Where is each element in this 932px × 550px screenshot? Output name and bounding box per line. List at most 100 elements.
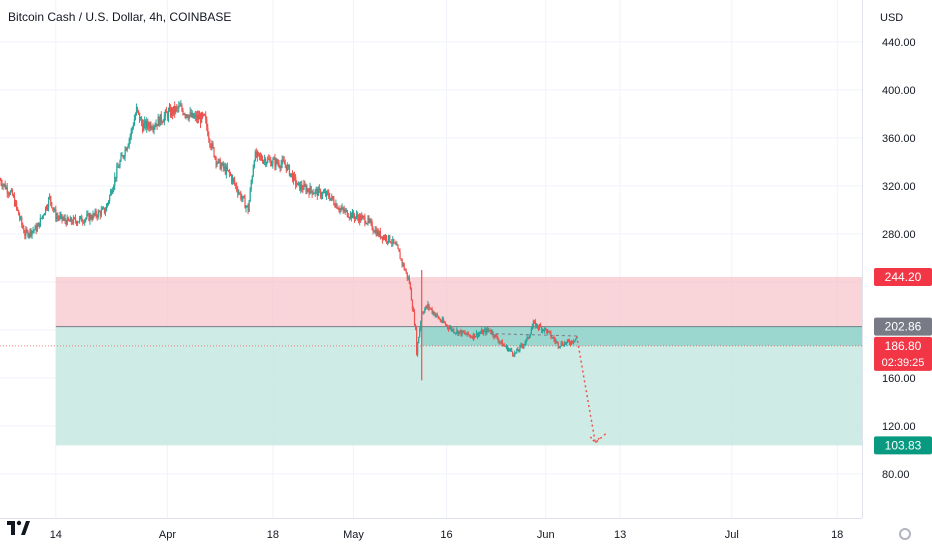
- candle-body: [371, 222, 373, 230]
- candle-body: [496, 335, 498, 339]
- candle-body: [90, 215, 92, 219]
- candle-body: [191, 113, 193, 117]
- candle-body: [449, 327, 451, 330]
- candle-body: [300, 184, 302, 191]
- candle-body: [152, 128, 154, 130]
- candle-body: [520, 344, 522, 346]
- candle-body: [129, 136, 131, 140]
- candle-body: [380, 236, 383, 238]
- candle-body: [490, 331, 492, 334]
- candle-body: [339, 208, 341, 211]
- candle-body: [347, 216, 350, 218]
- candle-body: [480, 332, 482, 334]
- candle-body: [425, 306, 427, 309]
- candle-body: [288, 165, 291, 176]
- candle-body: [150, 123, 152, 129]
- candle-body: [84, 219, 86, 223]
- candle-body: [370, 220, 372, 223]
- candle-body: [503, 344, 506, 347]
- candle-body: [264, 159, 266, 161]
- candle-body: [228, 170, 231, 174]
- candle-body: [428, 303, 430, 309]
- candle-body: [314, 190, 316, 194]
- candle-body: [51, 202, 53, 208]
- candle-body: [342, 207, 344, 210]
- candle-body: [403, 263, 405, 270]
- candle-body: [223, 166, 225, 168]
- candle-body: [238, 192, 240, 194]
- candle-body: [158, 117, 160, 126]
- y-tick-label: 400.00: [882, 85, 916, 97]
- candle-body: [514, 352, 516, 356]
- candle-body: [34, 225, 36, 230]
- candle-body: [455, 332, 457, 334]
- candle-body: [236, 185, 238, 190]
- candle-body: [104, 211, 107, 213]
- candle-body: [475, 332, 478, 337]
- candle-body: [63, 217, 65, 220]
- candle-body: [512, 351, 514, 355]
- candle-body: [509, 349, 511, 351]
- stop-price-badge: 244.20: [885, 270, 922, 284]
- candle-body: [324, 191, 326, 193]
- candle-body: [41, 215, 44, 219]
- candle-body: [55, 209, 57, 220]
- candle-body: [201, 113, 203, 123]
- candle-body: [89, 215, 91, 221]
- candle-body: [366, 223, 368, 225]
- candle-body: [477, 332, 479, 337]
- candle-body: [195, 114, 198, 120]
- x-tick-label: Jul: [725, 529, 739, 541]
- candle-body: [293, 174, 295, 182]
- candle-body: [315, 189, 317, 191]
- candle-body: [326, 191, 328, 196]
- candle-body: [382, 236, 385, 240]
- candle-body: [22, 224, 24, 229]
- candle-body: [242, 196, 244, 199]
- candle-body: [100, 209, 102, 216]
- candle-body: [327, 191, 329, 193]
- candle-body: [253, 160, 255, 168]
- candle-body: [441, 319, 444, 322]
- candle-body: [268, 158, 270, 160]
- candle-body: [444, 323, 447, 325]
- time-axis: [0, 518, 862, 550]
- candle-body: [464, 332, 466, 335]
- candle-body: [400, 258, 402, 260]
- settings-icon[interactable]: [899, 528, 911, 540]
- candle-body: [387, 241, 389, 243]
- candle-body: [555, 341, 557, 343]
- candle-body: [134, 114, 137, 120]
- candle-body: [208, 135, 210, 140]
- candle-body: [334, 204, 336, 208]
- candle-body: [279, 166, 281, 169]
- candle-body: [372, 229, 374, 232]
- candle-body: [169, 107, 171, 111]
- candle-body: [272, 159, 274, 165]
- logo-icon[interactable]: [6, 517, 30, 537]
- candle-body: [561, 342, 563, 346]
- candle-body: [119, 161, 121, 168]
- target-price-badge: 103.83: [885, 438, 922, 452]
- candle-body: [417, 343, 419, 355]
- candle-body: [557, 342, 559, 347]
- candle-body: [478, 333, 480, 337]
- candle-body: [245, 206, 247, 209]
- candle-body: [4, 183, 6, 189]
- candle-body: [68, 220, 70, 222]
- candle-body: [188, 115, 190, 119]
- candle-body: [258, 153, 261, 156]
- candle-body: [563, 342, 566, 346]
- candle-body: [549, 331, 551, 333]
- target-price-badge-bg: [874, 436, 932, 455]
- candle-body: [229, 173, 232, 176]
- candle-body: [85, 218, 87, 220]
- candle-body: [265, 159, 267, 165]
- candle-body: [96, 215, 98, 218]
- stop-loss-zone: [55, 276, 863, 327]
- candle-body: [511, 349, 513, 352]
- candle-body: [552, 337, 554, 339]
- candle-body: [182, 109, 184, 115]
- candle-body: [187, 117, 189, 119]
